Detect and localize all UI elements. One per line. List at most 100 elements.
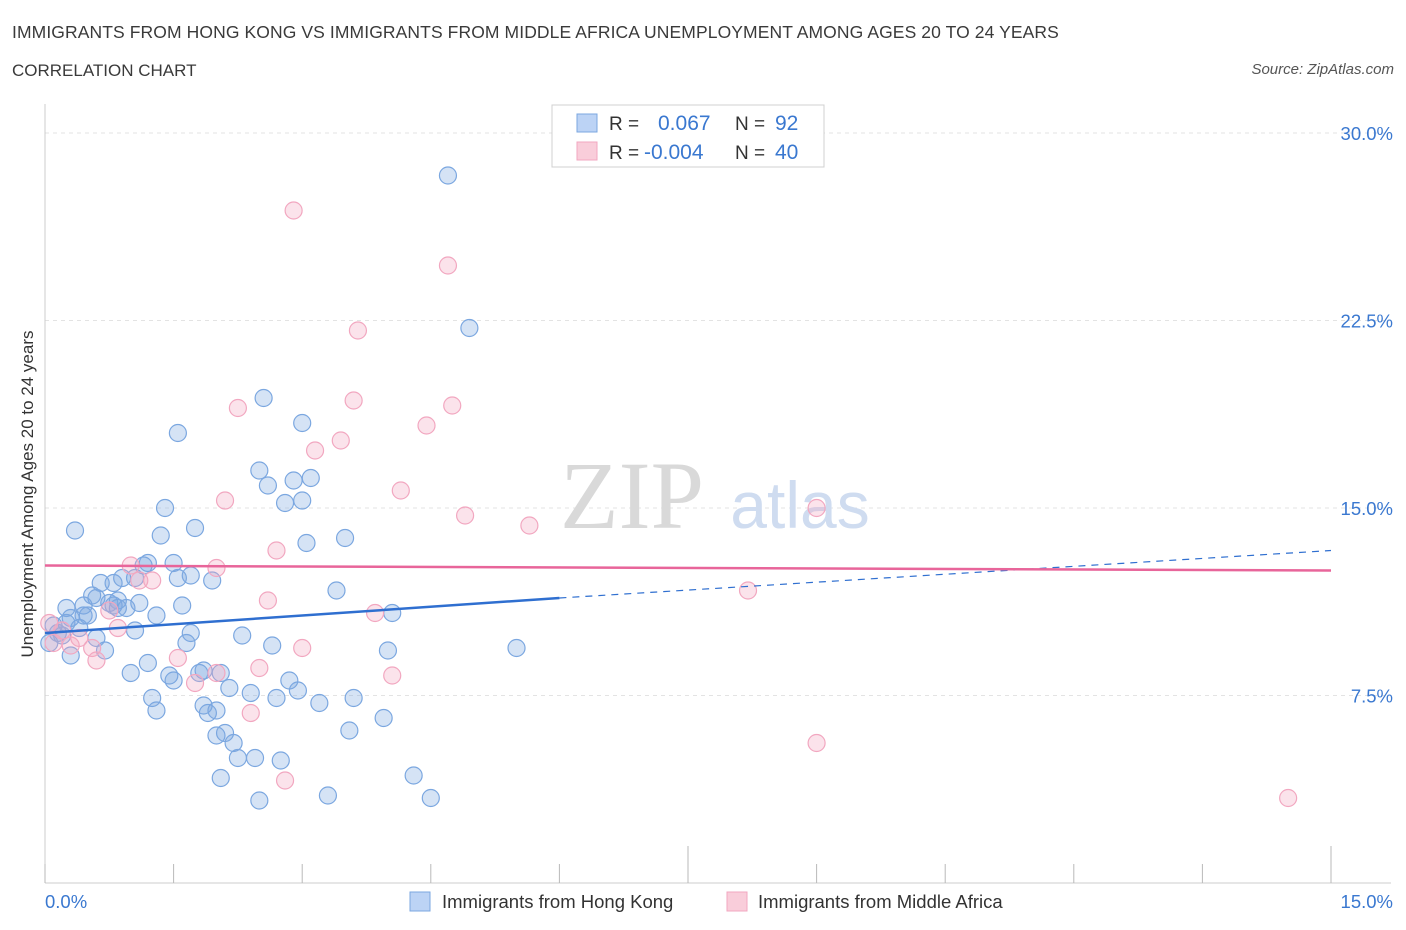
legend-swatch-blue	[576, 113, 598, 133]
data-point	[383, 603, 402, 623]
data-point	[305, 441, 325, 460]
data-point	[310, 693, 329, 713]
data-point	[207, 701, 226, 720]
data-point	[293, 491, 312, 510]
y-tick-label: 22.5%	[1341, 311, 1393, 332]
data-point	[155, 498, 175, 518]
legend-r-label-pink: R =	[609, 143, 639, 164]
data-point	[100, 601, 119, 620]
legend-n-value-pink: 40	[775, 141, 798, 164]
data-point	[91, 573, 110, 593]
data-point	[185, 518, 205, 538]
data-point	[263, 636, 282, 655]
legend-n-label-pink: N =	[735, 143, 765, 164]
data-point	[207, 663, 226, 683]
data-point	[284, 471, 303, 490]
data-point	[417, 416, 436, 435]
watermark-atlas: atlas	[730, 468, 869, 542]
data-point	[151, 526, 170, 545]
data-point	[173, 596, 192, 615]
x-tick-label: 0.0%	[45, 891, 87, 912]
data-point	[228, 398, 247, 418]
data-point	[258, 591, 278, 610]
legend-bottom-label-middle-africa: Immigrants from Middle Africa	[758, 891, 1003, 912]
data-point	[65, 521, 85, 540]
data-point	[331, 431, 350, 450]
y-tick-label: 7.5%	[1351, 686, 1393, 707]
chart-subtitle: CORRELATION CHART	[12, 61, 197, 80]
trend-line-middle-africa	[44, 564, 1332, 572]
data-point	[250, 461, 269, 480]
data-point	[168, 648, 187, 668]
data-point	[327, 581, 346, 600]
data-point	[61, 646, 80, 665]
data-point	[245, 748, 265, 768]
data-point	[147, 606, 166, 625]
data-point	[121, 663, 140, 683]
data-point	[74, 606, 93, 625]
data-point	[378, 641, 398, 660]
data-point	[1279, 788, 1298, 808]
y-tick-labels: 7.5% 15.0% 22.5% 30.0%	[1341, 123, 1393, 707]
data-point	[438, 256, 458, 275]
legend-top: R = 0.067 N = 92 R = -0.004 N = 40	[551, 104, 825, 168]
data-point	[275, 771, 295, 790]
data-point	[271, 751, 290, 770]
data-point	[241, 703, 260, 723]
data-point	[168, 423, 187, 443]
data-point	[177, 633, 196, 653]
data-point	[344, 391, 363, 410]
data-point	[738, 581, 758, 600]
data-point	[383, 666, 402, 685]
data-point	[147, 701, 166, 720]
trend-line-hong-kong-extension	[559, 549, 1332, 599]
data-point	[130, 593, 149, 613]
data-point	[335, 528, 355, 548]
data-point	[228, 748, 247, 768]
data-point	[421, 788, 440, 808]
data-point	[293, 638, 312, 658]
data-point	[207, 726, 226, 745]
gridlines	[45, 132, 1391, 696]
data-point	[78, 606, 97, 625]
data-point	[293, 413, 312, 433]
data-point	[138, 653, 157, 673]
data-point	[125, 621, 145, 640]
data-point	[250, 658, 269, 678]
legend-n-label-blue: N =	[735, 114, 765, 135]
data-point	[301, 468, 320, 488]
data-point	[267, 688, 286, 708]
x-tick-label: 15.0%	[1341, 891, 1393, 912]
legend-bottom: Immigrants from Hong Kong Immigrants fro…	[409, 891, 1003, 912]
data-point	[143, 571, 162, 590]
chart-title: IMMIGRANTS FROM HONG KONG VS IMMIGRANTS …	[12, 22, 1059, 42]
legend-swatch-pink	[576, 141, 598, 161]
data-point	[220, 678, 239, 698]
series-hong-kong-points	[40, 166, 526, 810]
x-tick-labels: 0.0% 15.0%	[45, 891, 1393, 912]
watermark: ZIP atlas	[560, 442, 870, 549]
trend-line-hong-kong	[44, 596, 560, 635]
data-point	[104, 573, 123, 593]
data-point	[374, 708, 393, 728]
data-point	[455, 506, 475, 525]
data-point	[211, 768, 230, 788]
data-point	[254, 388, 273, 408]
data-point	[275, 493, 295, 513]
y-tick-label: 15.0%	[1341, 498, 1393, 519]
data-point	[288, 681, 308, 700]
data-point	[57, 598, 76, 618]
data-point	[181, 623, 200, 643]
data-point	[438, 166, 458, 185]
legend-r-value-pink: -0.004	[644, 141, 704, 164]
data-point	[207, 558, 226, 578]
data-point	[344, 688, 363, 708]
data-point	[241, 683, 260, 703]
data-point	[130, 571, 149, 590]
data-point	[297, 533, 316, 553]
legend-r-value-blue: 0.067	[658, 112, 711, 135]
data-point	[318, 786, 338, 805]
data-point	[807, 498, 826, 518]
axes	[44, 104, 1391, 884]
watermark-zip: ZIP	[560, 442, 704, 549]
